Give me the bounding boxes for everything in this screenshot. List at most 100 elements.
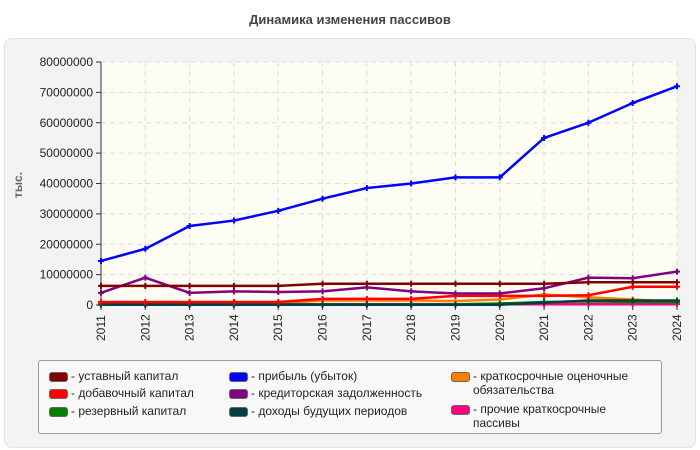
data-point (98, 298, 104, 305)
series-line (101, 285, 677, 304)
data-point (230, 282, 237, 289)
data-point (585, 119, 592, 126)
legend-item: - уставный капитал (49, 369, 224, 383)
legend-swatch (49, 372, 68, 382)
data-point (629, 297, 636, 304)
x-tick-label: 2012 (138, 314, 152, 341)
data-point (629, 279, 636, 286)
series-line (101, 280, 677, 288)
y-tick-label: 20000000 (40, 237, 94, 251)
y-tick-label: 40000000 (40, 177, 94, 191)
x-tick-label: 2023 (626, 314, 640, 341)
y-tick-label: 60000000 (40, 116, 94, 130)
y-tick-label: 80000000 (40, 55, 94, 69)
legend-swatch (451, 405, 470, 415)
y-tick-label: 70000000 (40, 85, 94, 99)
x-tick-label: 2022 (581, 314, 595, 341)
x-tick-label: 2014 (227, 314, 241, 341)
x-tick-label: 2016 (316, 314, 330, 341)
data-point (408, 280, 415, 287)
legend-swatch (49, 407, 68, 417)
data-point (363, 280, 370, 287)
x-tick-label: 2020 (493, 314, 507, 341)
x-tick-label: 2017 (360, 314, 374, 341)
data-point (452, 280, 459, 287)
data-point (496, 280, 503, 287)
data-point (230, 217, 237, 224)
series-line (100, 270, 678, 295)
legend-item: - прочие краткосрочные пассивы (451, 402, 651, 430)
data-point (452, 290, 459, 297)
legend-label: - доходы будущих периодов (251, 404, 408, 418)
x-tick-label: 2015 (271, 314, 285, 341)
y-tick-label: 10000000 (40, 268, 94, 282)
legend-swatch (229, 407, 248, 417)
data-point (585, 297, 592, 304)
data-point (363, 185, 370, 192)
series-line (101, 299, 677, 306)
data-point (629, 100, 636, 107)
legend-label: - кредиторская задолженность (251, 386, 423, 400)
legend-swatch (229, 389, 248, 399)
y-tick-label: 30000000 (40, 207, 94, 221)
data-point (142, 245, 149, 252)
y-tick-label: 50000000 (40, 146, 94, 160)
data-point (674, 279, 680, 286)
data-point (275, 207, 282, 214)
data-point (408, 301, 415, 308)
data-point (275, 288, 282, 295)
data-point (186, 282, 193, 289)
x-tick-label: 2021 (537, 314, 551, 341)
data-point (674, 268, 680, 275)
legend-label: - краткосрочные оценочные обязательства (473, 369, 629, 397)
data-point (319, 280, 326, 287)
data-point (98, 282, 104, 289)
data-point (408, 180, 415, 187)
data-point (408, 295, 415, 302)
x-tick-label: 2018 (404, 314, 418, 341)
data-point (674, 83, 680, 90)
data-point (541, 280, 548, 287)
data-point (230, 298, 237, 305)
legend-label: - прочие краткосрочные пассивы (473, 402, 607, 430)
data-point (585, 292, 592, 299)
data-point (319, 195, 326, 202)
chart-title: Динамика изменения пассивов (249, 12, 451, 27)
data-point (319, 288, 326, 295)
data-point (496, 301, 503, 308)
y-axis-label: тыс. (11, 172, 25, 198)
data-point (452, 301, 459, 308)
y-tick-label: 0 (86, 298, 93, 312)
data-point (363, 301, 370, 308)
data-point (319, 301, 326, 308)
legend-label: - добавочный капитал (71, 386, 194, 400)
data-point (98, 289, 104, 296)
legend-swatch (451, 372, 470, 382)
x-tick-label: 2019 (448, 314, 462, 341)
data-point (186, 289, 193, 296)
legend-item: - прибыль (убыток) (229, 369, 444, 383)
data-point (541, 134, 548, 141)
data-point (541, 292, 548, 299)
legend-item: - резервный капитал (49, 404, 224, 418)
data-point (496, 290, 503, 297)
data-point (186, 298, 193, 305)
legend-swatch (229, 372, 248, 382)
data-point (541, 299, 548, 306)
legend-swatch (49, 389, 68, 399)
data-point (98, 257, 104, 264)
legend-label: - уставный капитал (71, 369, 179, 383)
data-point (142, 274, 149, 281)
data-point (585, 279, 592, 286)
x-tick-label: 2011 (94, 315, 108, 341)
data-point (408, 288, 415, 295)
chart-plot: 0 10000000 20000000 30000000 40000000 5000000… (11, 55, 684, 341)
data-point (142, 282, 149, 289)
data-point (363, 295, 370, 302)
legend-label: - прибыль (убыток) (251, 369, 358, 383)
data-point (142, 298, 149, 305)
data-point (674, 297, 680, 304)
data-point (275, 282, 282, 289)
legend-item: - кредиторская задолженность (229, 386, 444, 400)
data-point (496, 174, 503, 181)
